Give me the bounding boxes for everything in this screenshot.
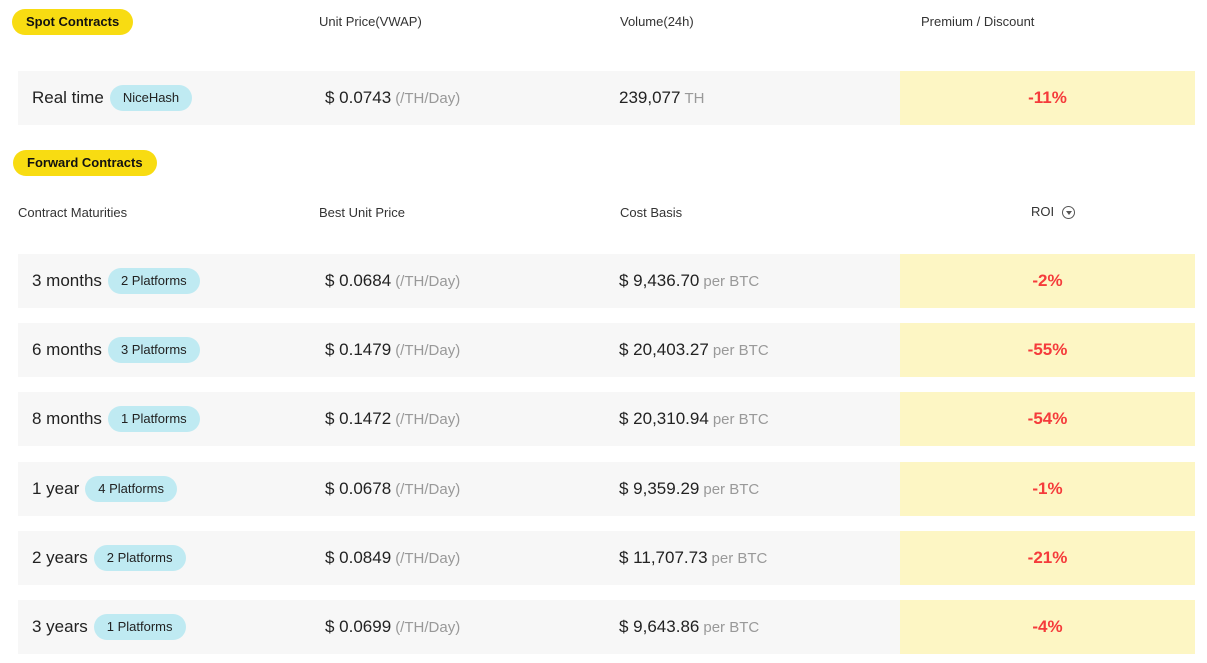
- maturity-cell: 8 months 1 Platforms: [32, 392, 200, 446]
- spot-unit-price: $ 0.0743 (/TH/Day): [325, 71, 460, 125]
- cost-unit: per BTC: [703, 618, 760, 636]
- header-best-unit-price: Best Unit Price: [319, 205, 405, 220]
- spot-row-label: Real time: [32, 88, 104, 107]
- platforms-badge[interactable]: 3 Platforms: [107, 337, 200, 363]
- roi-value: -55%: [900, 323, 1195, 377]
- cost-basis-cell: $ 20,310.94 per BTC: [619, 392, 769, 446]
- cost-unit: per BTC: [711, 549, 768, 567]
- roi-value: -21%: [900, 531, 1195, 585]
- header-roi[interactable]: ROI: [1031, 204, 1076, 220]
- maturity-cell: 2 years 2 Platforms: [32, 531, 186, 585]
- price-value: $ 0.0849: [325, 548, 392, 567]
- forward-contracts-badge: Forward Contracts: [13, 150, 157, 176]
- cost-basis-cell: $ 9,643.86 per BTC: [619, 600, 759, 654]
- cost-value: $ 9,359.29: [619, 479, 700, 498]
- forward-row[interactable]: 1 year 4 Platforms $ 0.0678 (/TH/Day) $ 9,35…: [18, 462, 1195, 516]
- forward-row[interactable]: 2 years 2 Platforms $ 0.0849 (/TH/Day) $ 11,…: [18, 531, 1195, 585]
- best-unit-price-cell: $ 0.1472 (/TH/Day): [325, 392, 460, 446]
- premium-discount-value: -11%: [900, 71, 1195, 125]
- header-contract-maturities: Contract Maturities: [18, 205, 128, 220]
- maturity-label: 8 months: [32, 409, 102, 428]
- price-value: $ 0.1479: [325, 340, 392, 359]
- best-unit-price-cell: $ 0.1479 (/TH/Day): [325, 323, 460, 377]
- cost-value: $ 9,436.70: [619, 271, 700, 290]
- header-unit-price-vwap: Unit Price(VWAP): [319, 14, 422, 29]
- spot-volume: 239,077 TH: [619, 71, 704, 125]
- forward-row[interactable]: 6 months 3 Platforms $ 0.1479 (/TH/Day) $ 20…: [18, 323, 1195, 377]
- maturity-cell: 3 years 1 Platforms: [32, 600, 186, 654]
- platforms-badge[interactable]: 4 Platforms: [85, 476, 177, 502]
- cost-basis-cell: $ 9,359.29 per BTC: [619, 462, 759, 516]
- price-unit: (/TH/Day): [395, 480, 461, 498]
- maturity-cell: 1 year 4 Platforms: [32, 462, 177, 516]
- price-unit: (/TH/Day): [395, 549, 461, 567]
- cost-unit: per BTC: [712, 410, 769, 428]
- best-unit-price-cell: $ 0.0678 (/TH/Day): [325, 462, 460, 516]
- cost-value: $ 11,707.73: [619, 548, 708, 567]
- cost-value: $ 20,310.94: [619, 409, 709, 428]
- header-premium-discount: Premium / Discount: [921, 14, 1035, 29]
- maturity-cell: 3 months 2 Platforms: [32, 254, 200, 308]
- spot-row-name: Real time NiceHash: [32, 71, 193, 125]
- platforms-badge[interactable]: 2 Platforms: [93, 545, 186, 571]
- price-unit: (/TH/Day): [395, 410, 461, 428]
- best-unit-price-cell: $ 0.0684 (/TH/Day): [325, 254, 460, 308]
- cost-value: $ 9,643.86: [619, 617, 700, 636]
- price-unit: (/TH/Day): [395, 272, 461, 290]
- platforms-badge[interactable]: 2 Platforms: [107, 268, 200, 294]
- best-unit-price-cell: $ 0.0699 (/TH/Day): [325, 600, 460, 654]
- price-value: $ 0.1472: [325, 409, 392, 428]
- maturity-label: 6 months: [32, 340, 102, 359]
- roi-value: -1%: [900, 462, 1195, 516]
- roi-value: -2%: [900, 254, 1195, 308]
- price-unit: (/TH/Day): [395, 89, 461, 107]
- maturity-label: 1 year: [32, 479, 80, 498]
- cost-basis-cell: $ 20,403.27 per BTC: [619, 323, 769, 377]
- forward-row[interactable]: 8 months 1 Platforms $ 0.1472 (/TH/Day) $ 20…: [18, 392, 1195, 446]
- spot-contracts-badge: Spot Contracts: [12, 9, 134, 35]
- best-unit-price-cell: $ 0.0849 (/TH/Day): [325, 531, 460, 585]
- sort-dropdown-icon[interactable]: [1062, 206, 1076, 220]
- price-unit: (/TH/Day): [395, 618, 461, 636]
- maturity-label: 2 years: [32, 548, 88, 567]
- maturity-label: 3 months: [32, 271, 102, 290]
- cost-value: $ 20,403.27: [619, 340, 709, 359]
- price-value: $ 0.0684: [325, 271, 392, 290]
- spot-row-real-time[interactable]: Real time NiceHash $ 0.0743 (/TH/Day) 23…: [18, 71, 1195, 125]
- platforms-badge[interactable]: 1 Platforms: [93, 614, 186, 640]
- cost-unit: per BTC: [712, 341, 769, 359]
- price-value: $ 0.0699: [325, 617, 392, 636]
- platforms-badge[interactable]: 1 Platforms: [107, 406, 200, 432]
- forward-row[interactable]: 3 years 1 Platforms $ 0.0699 (/TH/Day) $ 9,6…: [18, 600, 1195, 654]
- maturity-cell: 6 months 3 Platforms: [32, 323, 200, 377]
- cost-basis-cell: $ 9,436.70 per BTC: [619, 254, 759, 308]
- cost-unit: per BTC: [703, 480, 760, 498]
- header-cost-basis: Cost Basis: [620, 205, 683, 220]
- price-value: $ 0.0743: [325, 88, 392, 107]
- header-volume-24h: Volume(24h): [620, 14, 694, 29]
- cost-basis-cell: $ 11,707.73 per BTC: [619, 531, 767, 585]
- price-unit: (/TH/Day): [395, 341, 461, 359]
- platform-badge[interactable]: NiceHash: [109, 85, 193, 111]
- price-value: $ 0.0678: [325, 479, 392, 498]
- roi-value: -54%: [900, 392, 1195, 446]
- volume-unit: TH: [684, 89, 705, 107]
- cost-unit: per BTC: [703, 272, 760, 290]
- volume-value: 239,077: [619, 88, 681, 107]
- roi-value: -4%: [900, 600, 1195, 654]
- roi-label: ROI: [1031, 204, 1055, 219]
- maturity-label: 3 years: [32, 617, 88, 636]
- forward-row[interactable]: 3 months 2 Platforms $ 0.0684 (/TH/Day) $ 9,…: [18, 254, 1195, 308]
